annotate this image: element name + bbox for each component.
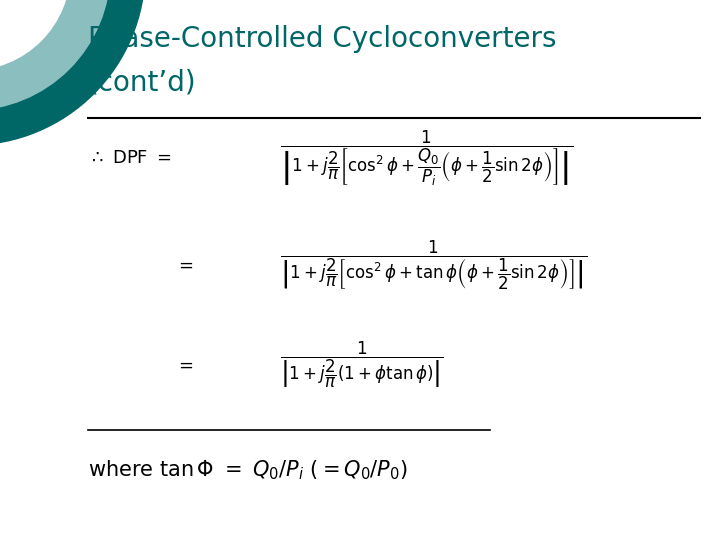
Text: $\dfrac{1}{\left|1+j\dfrac{2}{\pi}(1+\phi\tan\phi)\right|}$: $\dfrac{1}{\left|1+j\dfrac{2}{\pi}(1+\ph… xyxy=(280,340,444,390)
Text: $\therefore$ DPF $=$: $\therefore$ DPF $=$ xyxy=(88,149,171,167)
Circle shape xyxy=(0,0,110,110)
Circle shape xyxy=(0,0,70,70)
Text: $\dfrac{1}{\left|1+j\dfrac{2}{\pi}\left[\cos^2\phi+\dfrac{Q_0}{P_i}\left(\phi+\d: $\dfrac{1}{\left|1+j\dfrac{2}{\pi}\left[… xyxy=(280,129,573,188)
Text: $=$: $=$ xyxy=(175,256,194,274)
Text: (cont’d): (cont’d) xyxy=(88,68,197,96)
Text: where $\tan\Phi\ =\ Q_0/P_i\ (=Q_0/P_0)$: where $\tan\Phi\ =\ Q_0/P_i\ (=Q_0/P_0)$ xyxy=(88,458,408,482)
Circle shape xyxy=(0,0,145,145)
Text: $=$: $=$ xyxy=(175,356,194,374)
Text: $\dfrac{1}{\left|1+j\dfrac{2}{\pi}\left[\cos^2\phi+\tan\phi\left(\phi+\dfrac{1}{: $\dfrac{1}{\left|1+j\dfrac{2}{\pi}\left[… xyxy=(280,238,588,292)
Text: Phase-Controlled Cycloconverters: Phase-Controlled Cycloconverters xyxy=(88,25,557,53)
